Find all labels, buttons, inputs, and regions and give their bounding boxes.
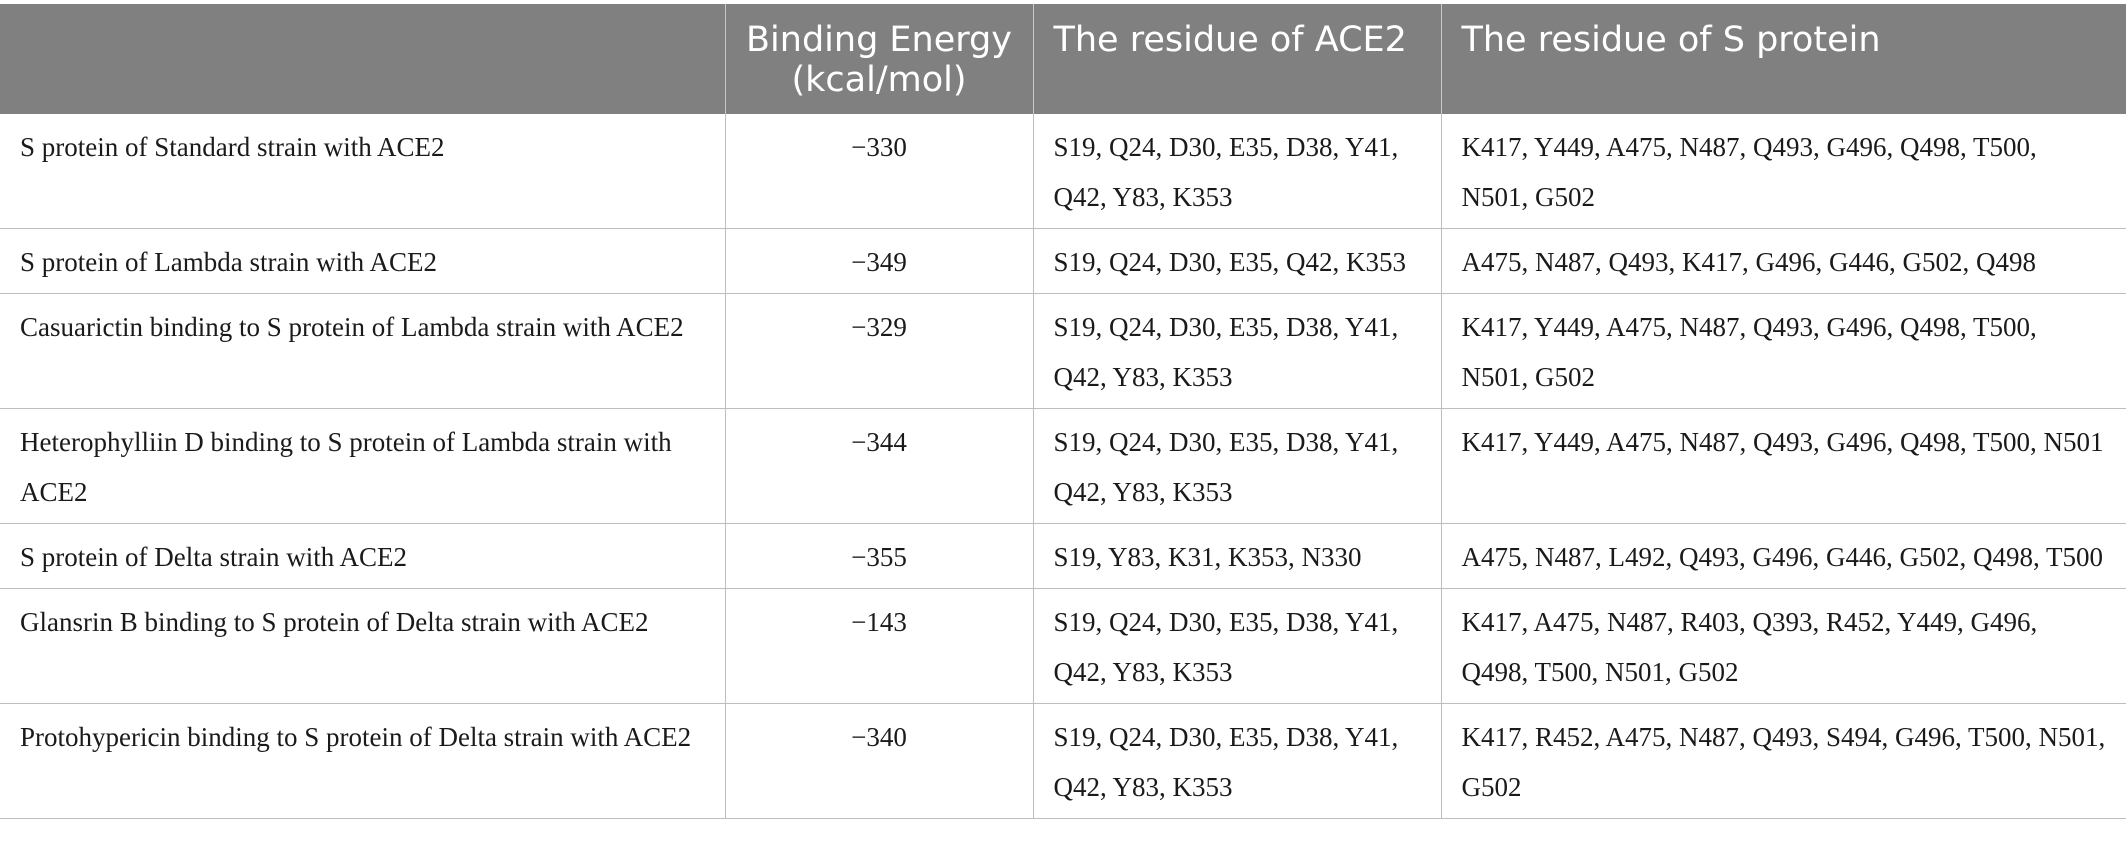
binding-energy-table-container: Binding Energy (kcal/mol) The residue of… <box>0 4 2126 819</box>
cell-ace2-residue: S19, Q24, D30, E35, D38, Y41, Q42, Y83, … <box>1033 588 1442 704</box>
cell-ace2-residue: S19, Q24, D30, E35, D38, Y41, Q42, Y83, … <box>1033 408 1442 524</box>
cell-complex: Glansrin B binding to S protein of Delta… <box>0 588 726 704</box>
table-header: Binding Energy (kcal/mol) The residue of… <box>0 4 2126 114</box>
cell-ace2-residue: S19, Q24, D30, E35, D38, Y41, Q42, Y83, … <box>1033 293 1442 409</box>
cell-binding-energy: −355 <box>725 523 1034 589</box>
cell-binding-energy: −344 <box>725 408 1034 524</box>
cell-complex: Heterophylliin D binding to S protein of… <box>0 408 726 524</box>
table-row: S protein of Lambda strain with ACE2 −34… <box>0 228 2126 294</box>
cell-s-protein-residue: K417, R452, A475, N487, Q493, S494, G496… <box>1441 703 2126 819</box>
cell-binding-energy: −349 <box>725 228 1034 294</box>
cell-binding-energy: −143 <box>725 588 1034 704</box>
cell-s-protein-residue: K417, A475, N487, R403, Q393, R452, Y449… <box>1441 588 2126 704</box>
table-row: Casuarictin binding to S protein of Lamb… <box>0 293 2126 409</box>
cell-ace2-residue: S19, Q24, D30, E35, D38, Y41, Q42, Y83, … <box>1033 114 1442 229</box>
cell-binding-energy: −340 <box>725 703 1034 819</box>
cell-s-protein-residue: K417, Y449, A475, N487, Q493, G496, Q498… <box>1441 408 2126 524</box>
cell-complex: Protohypericin binding to S protein of D… <box>0 703 726 819</box>
cell-ace2-residue: S19, Q24, D30, E35, D38, Y41, Q42, Y83, … <box>1033 703 1442 819</box>
header-binding-energy: Binding Energy (kcal/mol) <box>725 4 1034 114</box>
cell-complex: S protein of Lambda strain with ACE2 <box>0 228 726 294</box>
header-row: Binding Energy (kcal/mol) The residue of… <box>0 4 2126 114</box>
header-ace2-residue: The residue of ACE2 <box>1033 4 1442 114</box>
cell-s-protein-residue: K417, Y449, A475, N487, Q493, G496, Q498… <box>1441 114 2126 229</box>
cell-s-protein-residue: A475, N487, Q493, K417, G496, G446, G502… <box>1441 228 2126 294</box>
cell-s-protein-residue: A475, N487, L492, Q493, G496, G446, G502… <box>1441 523 2126 589</box>
cell-complex: S protein of Standard strain with ACE2 <box>0 114 726 229</box>
cell-binding-energy: −330 <box>725 114 1034 229</box>
table-row: Heterophylliin D binding to S protein of… <box>0 408 2126 524</box>
binding-energy-table: Binding Energy (kcal/mol) The residue of… <box>0 4 2126 819</box>
cell-complex: S protein of Delta strain with ACE2 <box>0 523 726 589</box>
table-row: Protohypericin binding to S protein of D… <box>0 703 2126 819</box>
cell-complex: Casuarictin binding to S protein of Lamb… <box>0 293 726 409</box>
table-row: Glansrin B binding to S protein of Delta… <box>0 588 2126 704</box>
cell-binding-energy: −329 <box>725 293 1034 409</box>
cell-ace2-residue: S19, Y83, K31, K353, N330 <box>1033 523 1442 589</box>
table-row: S protein of Delta strain with ACE2 −355… <box>0 523 2126 589</box>
cell-s-protein-residue: K417, Y449, A475, N487, Q493, G496, Q498… <box>1441 293 2126 409</box>
header-s-protein-residue: The residue of S protein <box>1441 4 2126 114</box>
table-row: S protein of Standard strain with ACE2 −… <box>0 114 2126 229</box>
header-complex <box>0 4 726 114</box>
table-body: S protein of Standard strain with ACE2 −… <box>0 114 2126 819</box>
cell-ace2-residue: S19, Q24, D30, E35, Q42, K353 <box>1033 228 1442 294</box>
